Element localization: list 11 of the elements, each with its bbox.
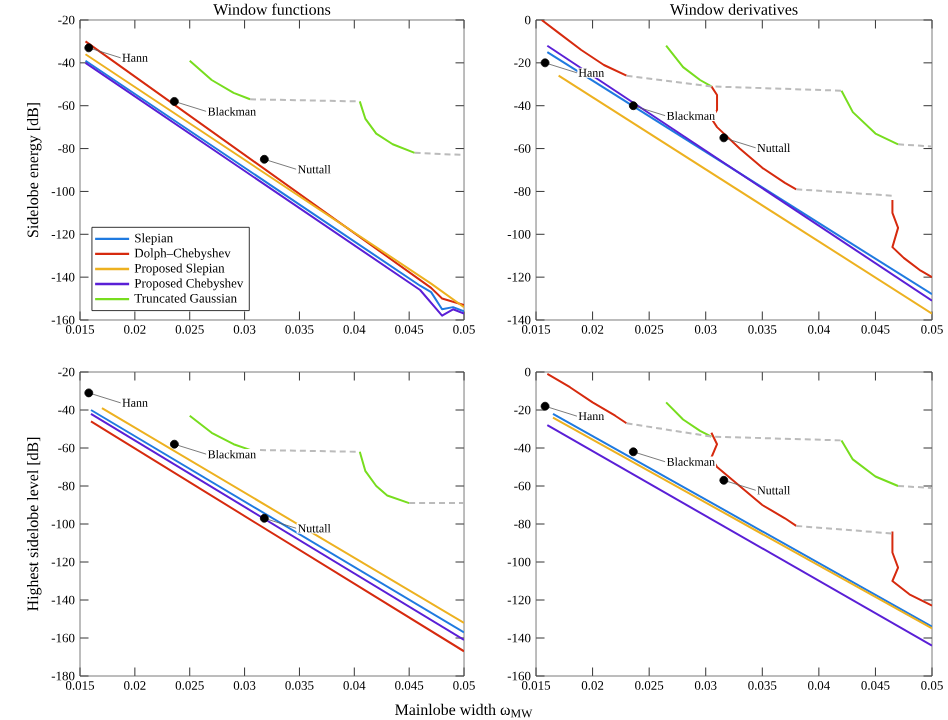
point bbox=[259, 154, 269, 164]
point bbox=[628, 101, 638, 111]
point bbox=[540, 58, 550, 68]
point bbox=[259, 513, 269, 523]
point bbox=[84, 388, 94, 398]
point bbox=[169, 97, 179, 106]
point bbox=[84, 43, 94, 53]
point bbox=[540, 401, 550, 411]
point bbox=[628, 447, 638, 457]
point bbox=[719, 133, 729, 143]
point bbox=[169, 439, 179, 449]
